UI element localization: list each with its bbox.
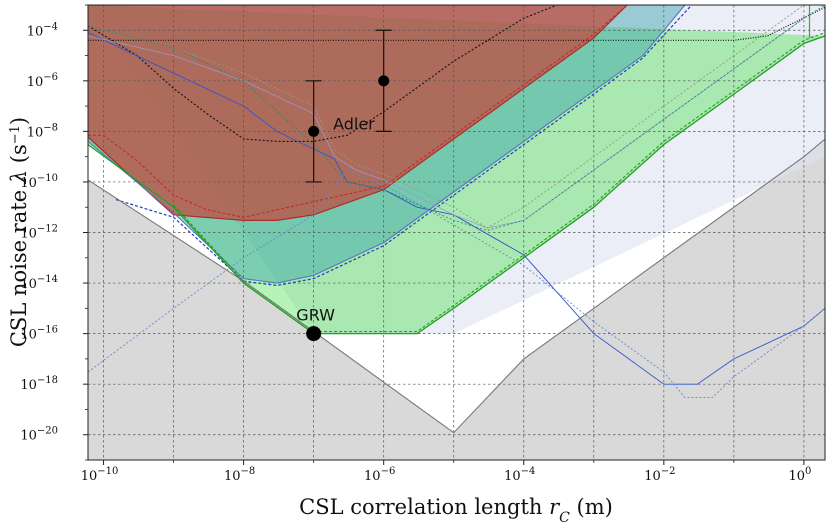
series-line-2: [88, 5, 628, 221]
x-axis-ticks: 10−10 10−8 10−6 10−4 10−2 100: [81, 460, 811, 484]
annotations: Adler GRW: [296, 114, 375, 324]
series-line-10: [88, 17, 805, 229]
y-tick-label: 10−18: [20, 375, 58, 393]
annotation-adler: Adler: [333, 114, 375, 133]
y-tick-label: 10−20: [20, 426, 58, 444]
y-tick-label: 10−8: [27, 122, 58, 140]
x-tick-label: 10−10: [81, 466, 119, 484]
data-points: [305, 29, 392, 342]
series-line-1: [88, 6, 825, 41]
series-line-6: [88, 35, 825, 335]
series-line-12: [88, 5, 825, 231]
y-tick-label: 10−4: [27, 21, 58, 39]
lower-bound-line: [88, 138, 825, 434]
x-tick-label: 10−6: [364, 466, 395, 484]
x-axis-title: CSL correlation length rC (m): [299, 495, 613, 523]
x-tick-label: 10−2: [644, 466, 675, 484]
series-line-0: [88, 5, 558, 142]
constraint-lines: [88, 5, 825, 434]
x-tick-label: 10−8: [224, 466, 255, 484]
series-line-8: [88, 32, 825, 385]
adler-point: [308, 125, 320, 137]
series-line-5: [115, 5, 693, 287]
series-line-11: [88, 5, 805, 229]
series-line-3: [88, 5, 628, 218]
series-line-4: [88, 5, 686, 284]
y-tick-label: 10−6: [27, 72, 58, 90]
x-tick-label: 10−4: [504, 466, 535, 484]
y-axis-title: CSL noise rate λ (s−1): [7, 117, 31, 347]
grw-point: [306, 326, 322, 342]
region-theory-lower-bound: [88, 139, 825, 460]
x-tick-label: 100: [788, 466, 811, 484]
region-excluded-red: [88, 5, 628, 221]
annotation-grw: GRW: [296, 306, 335, 325]
series-line-9: [88, 169, 825, 398]
excluded-regions: [88, 5, 825, 460]
adler-point: [378, 75, 390, 87]
